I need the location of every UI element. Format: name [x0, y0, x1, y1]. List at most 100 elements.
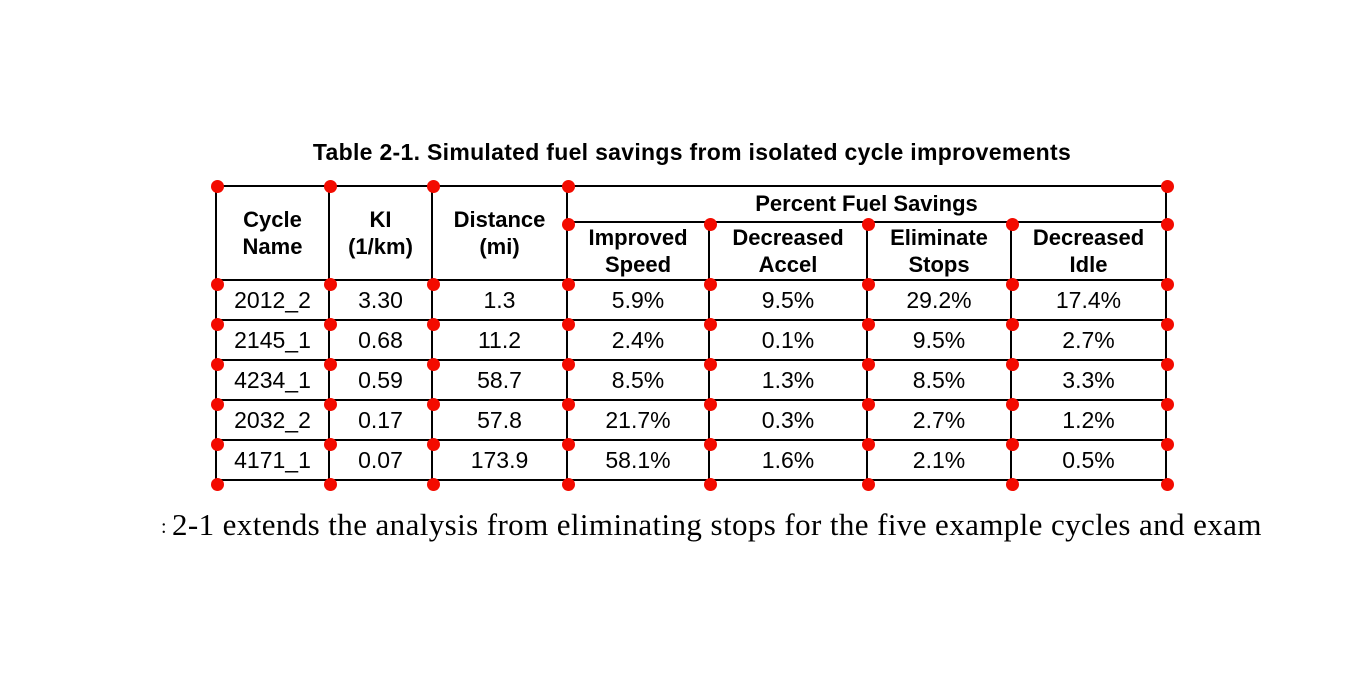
corner-dot[interactable]	[426, 277, 440, 291]
cell-cycle-name: 2032_2	[215, 399, 330, 441]
corner-dot[interactable]	[1160, 277, 1174, 291]
corner-dot[interactable]	[561, 277, 575, 291]
corner-dot[interactable]	[561, 397, 575, 411]
cell-ki: 0.07	[328, 439, 433, 481]
corner-dot[interactable]	[210, 397, 224, 411]
corner-dot[interactable]	[323, 477, 337, 491]
corner-dot[interactable]	[1005, 357, 1019, 371]
corner-dot[interactable]	[1160, 217, 1174, 231]
corner-dot[interactable]	[861, 357, 875, 371]
corner-dot[interactable]	[426, 397, 440, 411]
corner-dot[interactable]	[703, 477, 717, 491]
corner-dot[interactable]	[210, 179, 224, 193]
corner-dot[interactable]	[210, 437, 224, 451]
corner-dot[interactable]	[1005, 217, 1019, 231]
header-distance: Distance (mi)	[431, 185, 568, 281]
corner-dot[interactable]	[561, 357, 575, 371]
corner-dot[interactable]	[703, 277, 717, 291]
cell-cycle-name: 2145_1	[215, 319, 330, 361]
corner-dot[interactable]	[426, 477, 440, 491]
corner-dot[interactable]	[561, 179, 575, 193]
cell-distance: 11.2	[431, 319, 568, 361]
corner-dot[interactable]	[323, 357, 337, 371]
body-text-line: :2-1 extends the analysis from eliminati…	[161, 507, 1262, 543]
cutoff-text-fragment: :	[161, 516, 167, 538]
header-decreased-accel: Decreased Accel	[708, 221, 868, 281]
cell-improved-speed: 5.9%	[566, 279, 710, 321]
table-row: 2012_2 3.30 1.3 5.9% 9.5% 29.2% 17.4%	[215, 279, 1167, 321]
corner-dot[interactable]	[1005, 397, 1019, 411]
corner-dot[interactable]	[1160, 317, 1174, 331]
table-row: 4171_1 0.07 173.9 58.1% 1.6% 2.1% 0.5%	[215, 439, 1167, 481]
corner-dot[interactable]	[703, 217, 717, 231]
cell-improved-speed: 2.4%	[566, 319, 710, 361]
corner-dot[interactable]	[703, 317, 717, 331]
corner-dot[interactable]	[861, 217, 875, 231]
cell-distance: 173.9	[431, 439, 568, 481]
cell-decreased-accel: 0.3%	[708, 399, 868, 441]
corner-dot[interactable]	[1160, 179, 1174, 193]
table-header-row-sub: Improved Speed Decreased Accel Eliminate…	[216, 221, 1167, 281]
cell-cycle-name: 2012_2	[215, 279, 330, 321]
corner-dot[interactable]	[210, 357, 224, 371]
corner-dot[interactable]	[1160, 397, 1174, 411]
corner-dot[interactable]	[1005, 317, 1019, 331]
corner-dot[interactable]	[323, 179, 337, 193]
corner-dot[interactable]	[210, 277, 224, 291]
corner-dot[interactable]	[861, 277, 875, 291]
cell-decreased-idle: 2.7%	[1010, 319, 1167, 361]
corner-dot[interactable]	[861, 317, 875, 331]
corner-dot[interactable]	[1160, 437, 1174, 451]
corner-dot[interactable]	[210, 317, 224, 331]
table-header-row-top: Cycle Name KI (1/km) Distance (mi) Perce…	[215, 185, 1167, 281]
corner-dot[interactable]	[426, 317, 440, 331]
corner-dot[interactable]	[1005, 477, 1019, 491]
corner-dot[interactable]	[861, 477, 875, 491]
corner-dot[interactable]	[1005, 437, 1019, 451]
corner-dot[interactable]	[323, 317, 337, 331]
corner-dot[interactable]	[1160, 357, 1174, 371]
header-decreased-idle: Decreased Idle	[1010, 221, 1167, 281]
corner-dot[interactable]	[861, 397, 875, 411]
corner-dot[interactable]	[703, 397, 717, 411]
cell-ki: 0.68	[328, 319, 433, 361]
cell-ki: 3.30	[328, 279, 433, 321]
cell-improved-speed: 8.5%	[566, 359, 710, 401]
table-row: 2032_2 0.17 57.8 21.7% 0.3% 2.7% 1.2%	[215, 399, 1167, 441]
cell-ki: 0.59	[328, 359, 433, 401]
header-eliminate-stops: Eliminate Stops	[866, 221, 1012, 281]
corner-dot[interactable]	[703, 357, 717, 371]
corner-dot[interactable]	[426, 179, 440, 193]
cell-decreased-accel: 1.3%	[708, 359, 868, 401]
cell-eliminate-stops: 9.5%	[866, 319, 1012, 361]
corner-dot[interactable]	[861, 437, 875, 451]
corner-dot[interactable]	[561, 217, 575, 231]
cell-eliminate-stops: 2.1%	[866, 439, 1012, 481]
corner-dot[interactable]	[561, 477, 575, 491]
corner-dot[interactable]	[426, 357, 440, 371]
cell-decreased-accel: 9.5%	[708, 279, 868, 321]
cell-distance: 1.3	[431, 279, 568, 321]
table-row: 2145_1 0.68 11.2 2.4% 0.1% 9.5% 2.7%	[215, 319, 1167, 361]
header-ki: KI (1/km)	[328, 185, 433, 281]
cell-decreased-idle: 0.5%	[1010, 439, 1167, 481]
corner-dot[interactable]	[703, 437, 717, 451]
cell-eliminate-stops: 29.2%	[866, 279, 1012, 321]
corner-dot[interactable]	[323, 277, 337, 291]
corner-dot[interactable]	[1160, 477, 1174, 491]
cell-distance: 57.8	[431, 399, 568, 441]
corner-dot[interactable]	[323, 397, 337, 411]
cell-decreased-idle: 1.2%	[1010, 399, 1167, 441]
table-row: 4234_1 0.59 58.7 8.5% 1.3% 8.5% 3.3%	[215, 359, 1167, 401]
corner-dot[interactable]	[210, 477, 224, 491]
cell-ki: 0.17	[328, 399, 433, 441]
corner-dot[interactable]	[323, 437, 337, 451]
corner-dot[interactable]	[426, 437, 440, 451]
corner-dot[interactable]	[1005, 277, 1019, 291]
corner-dot[interactable]	[561, 437, 575, 451]
cell-decreased-idle: 3.3%	[1010, 359, 1167, 401]
cell-decreased-accel: 0.1%	[708, 319, 868, 361]
corner-dot[interactable]	[561, 317, 575, 331]
